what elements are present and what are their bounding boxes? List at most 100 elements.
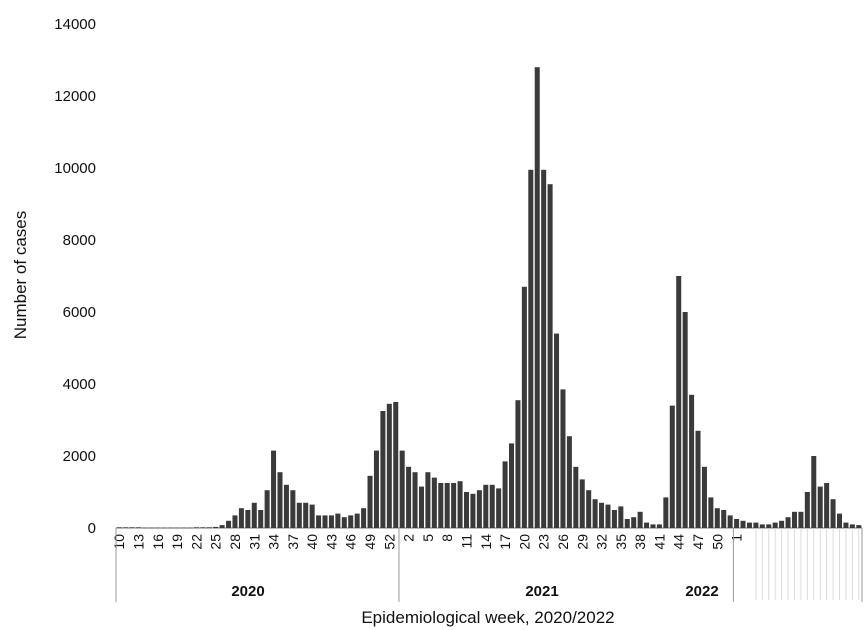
bar <box>528 169 534 529</box>
bar <box>483 484 489 528</box>
bar <box>496 488 502 528</box>
bar <box>682 312 688 528</box>
x-tick-label: 13 <box>131 534 147 550</box>
bar <box>605 504 611 528</box>
bar <box>547 184 553 528</box>
bar <box>148 527 154 529</box>
bar <box>206 527 212 528</box>
bar <box>515 400 521 528</box>
x-tick-label: 25 <box>208 534 224 550</box>
bar <box>181 527 187 529</box>
x-tick-label: 26 <box>555 534 571 550</box>
x-tick-label: 11 <box>458 534 474 549</box>
bar <box>373 450 379 528</box>
bar <box>779 520 785 528</box>
x-tick-label: 1 <box>729 534 745 542</box>
year-label-2021: 2021 <box>525 583 558 600</box>
bar <box>650 524 656 528</box>
bar <box>290 490 296 528</box>
bar <box>708 497 714 528</box>
bar <box>811 456 817 528</box>
bar <box>316 515 322 528</box>
x-tick-label: 37 <box>285 534 301 550</box>
bar <box>367 475 373 528</box>
y-tick-label: 4000 <box>63 376 96 393</box>
bar <box>226 520 232 528</box>
bar <box>611 510 617 528</box>
bar <box>168 527 174 529</box>
bar <box>817 486 823 528</box>
bar <box>136 527 142 528</box>
bar <box>129 527 135 528</box>
bar <box>618 506 624 528</box>
y-axis-title: Number of cases <box>11 211 30 340</box>
y-tick-label: 10000 <box>54 160 96 177</box>
bar <box>791 511 797 528</box>
bar <box>476 490 482 528</box>
bar <box>695 430 701 528</box>
bar <box>142 527 148 529</box>
year-label-2022: 2022 <box>685 583 718 600</box>
x-tick-label: 35 <box>613 534 629 550</box>
bar <box>457 481 463 528</box>
year-separators <box>115 528 863 602</box>
x-tick-label: 20 <box>516 534 532 550</box>
x-tick-label: 52 <box>381 534 397 550</box>
bar <box>624 519 630 528</box>
x-tick-label: 50 <box>709 534 725 550</box>
bar-series <box>116 67 862 529</box>
bar <box>766 524 772 528</box>
bar <box>271 450 277 528</box>
bar <box>727 515 733 528</box>
x-tick-label: 49 <box>362 534 378 550</box>
bar <box>669 405 675 528</box>
bar <box>721 510 727 528</box>
bar <box>599 502 605 528</box>
bar <box>830 499 836 528</box>
bar <box>566 436 572 528</box>
bar <box>123 527 129 528</box>
bar <box>116 527 122 528</box>
x-tick-label: 5 <box>420 534 436 542</box>
bar <box>824 483 830 528</box>
bar <box>296 502 302 528</box>
bar <box>200 527 206 528</box>
bar <box>560 389 566 528</box>
bar <box>412 472 418 528</box>
bar <box>579 479 585 528</box>
bar <box>856 525 862 528</box>
y-tick-label: 8000 <box>63 232 96 249</box>
bar <box>637 511 643 528</box>
y-tick-label: 0 <box>88 520 96 537</box>
bar <box>418 486 424 528</box>
bar <box>701 466 707 528</box>
x-tick-label: 32 <box>594 534 610 550</box>
bar <box>219 525 225 528</box>
bar <box>772 522 778 528</box>
bar <box>804 492 810 528</box>
x-tick-label: 17 <box>497 534 513 550</box>
bar <box>451 483 457 528</box>
bar <box>644 522 650 528</box>
bar <box>753 522 759 528</box>
y-tick-label: 12000 <box>54 88 96 105</box>
bar <box>393 402 399 528</box>
bar <box>740 520 746 528</box>
bar <box>187 527 193 529</box>
x-tick-label: 29 <box>574 534 590 550</box>
x-tick-label: 10 <box>111 534 127 550</box>
x-axis-ticks: 10 13 16 19 22 25 28 31 34 37 40 43 46 49 52 2 5 8 11 14 17 2… <box>111 534 744 550</box>
x-tick-label: 16 <box>150 534 166 550</box>
bar <box>258 510 264 528</box>
x-tick-label: 46 <box>343 534 359 550</box>
bar <box>386 403 392 528</box>
bar <box>541 169 547 529</box>
x-tick-label: 38 <box>632 534 648 550</box>
bar <box>785 517 791 528</box>
bar <box>335 513 341 528</box>
x-tick-label: 23 <box>536 534 552 550</box>
bar <box>843 522 849 528</box>
x-tick-label: 19 <box>169 534 185 550</box>
bar <box>592 499 598 528</box>
